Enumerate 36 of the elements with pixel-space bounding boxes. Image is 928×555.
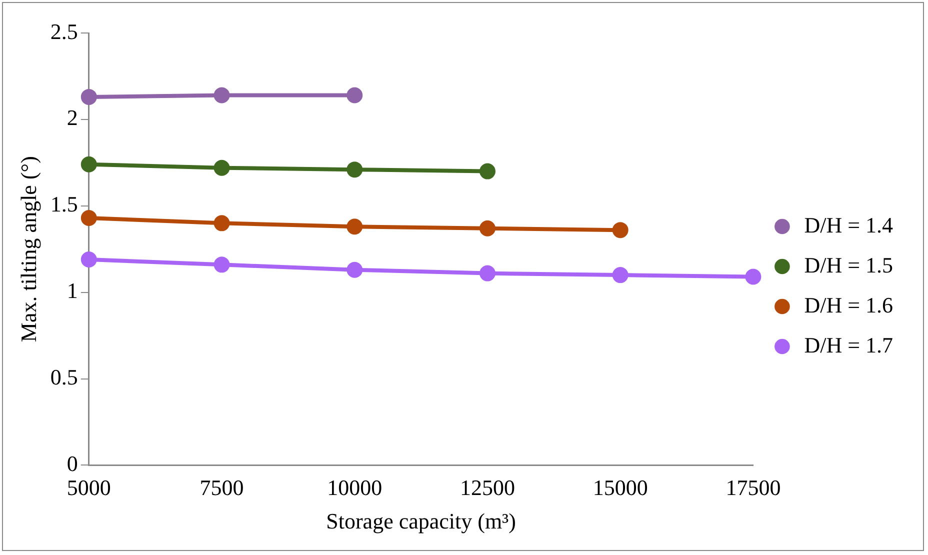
y-tick-label: 0.5	[50, 364, 78, 390]
point	[479, 265, 496, 282]
x-tick-label: 17500	[726, 475, 781, 500]
x-axis-title: Storage capacity (m³)	[326, 508, 516, 534]
point	[214, 87, 230, 104]
y-tick-label: 0	[66, 450, 78, 476]
point	[745, 268, 762, 285]
x-tick-label: 7500	[200, 475, 244, 500]
point	[346, 262, 363, 278]
point	[479, 163, 496, 180]
point	[346, 162, 363, 178]
point	[214, 256, 230, 273]
legend-label: D/H = 1.5	[804, 252, 893, 278]
y-axis-title: Max. tilting angle (°)	[16, 156, 41, 342]
point	[612, 222, 628, 238]
point	[214, 160, 230, 176]
point	[214, 215, 230, 232]
point	[479, 220, 496, 236]
x-tick-label: 5000	[66, 475, 111, 500]
y-tick-label: 1	[66, 278, 78, 304]
y-tick-label: 2	[66, 105, 78, 130]
point	[80, 210, 97, 226]
x-tick-label: 15000	[592, 475, 648, 500]
point	[80, 88, 97, 105]
x-tick-label: 12500	[460, 475, 515, 500]
point	[612, 267, 628, 284]
legend-label: D/H = 1.4	[804, 212, 893, 238]
x-tick-label: 10000	[327, 475, 382, 500]
point	[80, 156, 97, 172]
y-tick-label: 1.5	[50, 192, 78, 217]
point	[346, 218, 363, 235]
legend-label: D/H = 1.7	[804, 332, 893, 358]
y-tick-label: 2.5	[50, 18, 78, 44]
point	[346, 87, 363, 104]
legend-label: D/H = 1.6	[804, 292, 893, 318]
point	[80, 251, 97, 268]
